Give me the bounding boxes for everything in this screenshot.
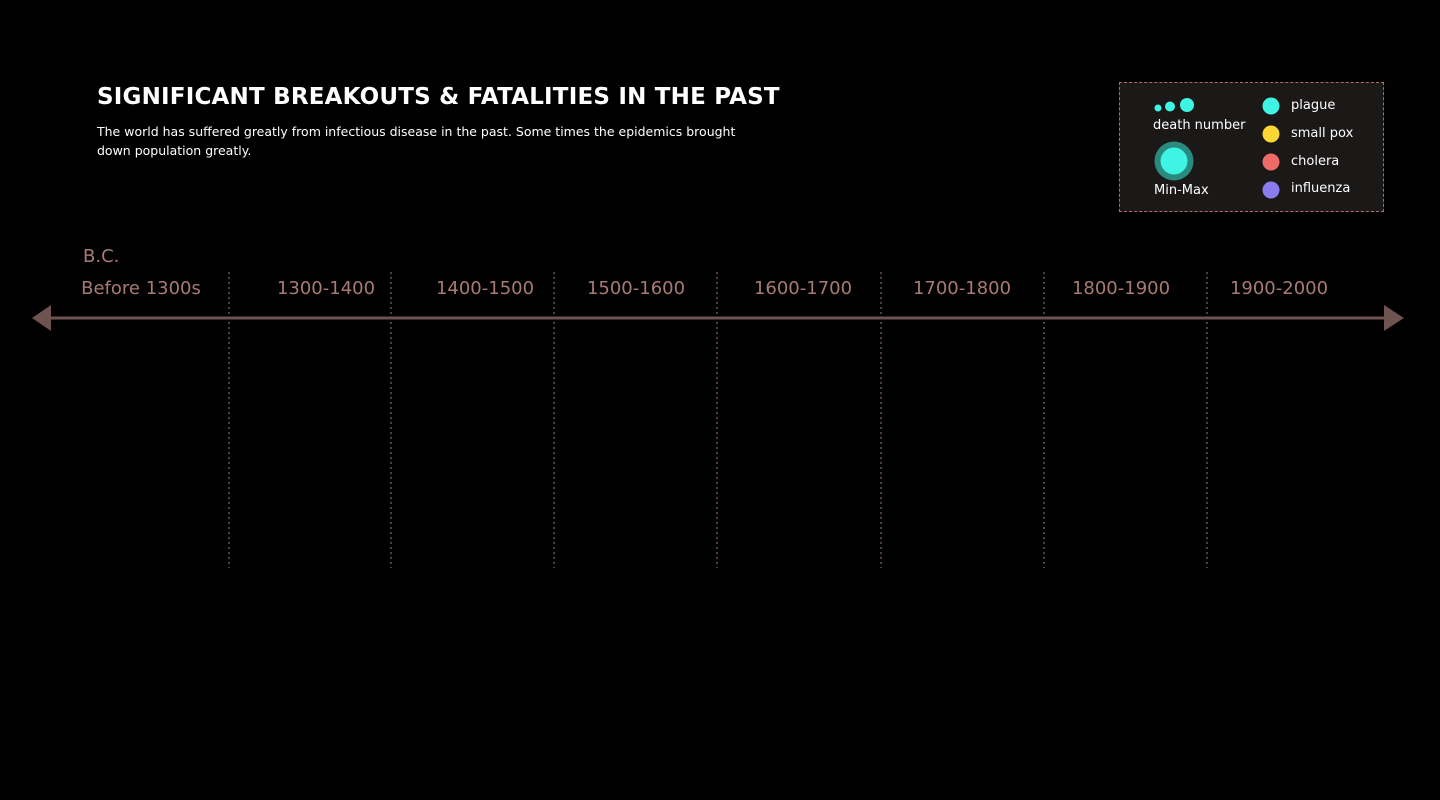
legend-swatch-influenza bbox=[1262, 181, 1280, 199]
left-arrow-icon bbox=[32, 305, 51, 331]
legend-label-plague: plague bbox=[1291, 98, 1336, 113]
legend-size-label: death number bbox=[1153, 118, 1246, 133]
legend-label-influenza: influenza bbox=[1291, 181, 1351, 196]
timeline-axis-graphics bbox=[32, 272, 1404, 568]
chart-subtitle: The world has suffered greatly from infe… bbox=[97, 124, 736, 158]
period-label: 1600-1700 bbox=[753, 278, 853, 299]
legend-range-label: Min-Max bbox=[1154, 183, 1209, 198]
range-inner-circle bbox=[1160, 147, 1188, 175]
right-arrow-icon bbox=[1384, 305, 1404, 331]
legend-label-small-pox: small pox bbox=[1291, 126, 1354, 141]
size-dot-large bbox=[1180, 98, 1194, 112]
period-label: 1800-1900 bbox=[1071, 278, 1171, 299]
period-label: 1900-2000 bbox=[1229, 278, 1329, 299]
legend-swatch-small-pox bbox=[1262, 125, 1280, 143]
era-label: B.C. bbox=[83, 246, 120, 267]
legend-graphics bbox=[1154, 97, 1280, 199]
period-label: 1300-1400 bbox=[276, 278, 376, 299]
period-label: 1400-1500 bbox=[435, 278, 535, 299]
size-dot-small bbox=[1154, 104, 1162, 112]
timeline: B.C. Before 1300s 1300-1400 1400-1500 1500-… bbox=[0, 240, 1440, 580]
period-label: 1700-1800 bbox=[912, 278, 1012, 299]
size-dot-medium bbox=[1165, 101, 1175, 112]
legend-swatch-cholera bbox=[1262, 153, 1280, 171]
period-label: Before 1300s bbox=[81, 278, 201, 299]
period-label: 1500-1600 bbox=[586, 278, 686, 299]
legend-swatch-plague bbox=[1262, 97, 1280, 115]
chart-title: SIGNIFICANT BREAKOUTS & FATALITIES IN TH… bbox=[97, 84, 780, 110]
legend: death number Min-Max plague small pox ch… bbox=[1119, 82, 1384, 212]
legend-label-cholera: cholera bbox=[1291, 154, 1340, 169]
